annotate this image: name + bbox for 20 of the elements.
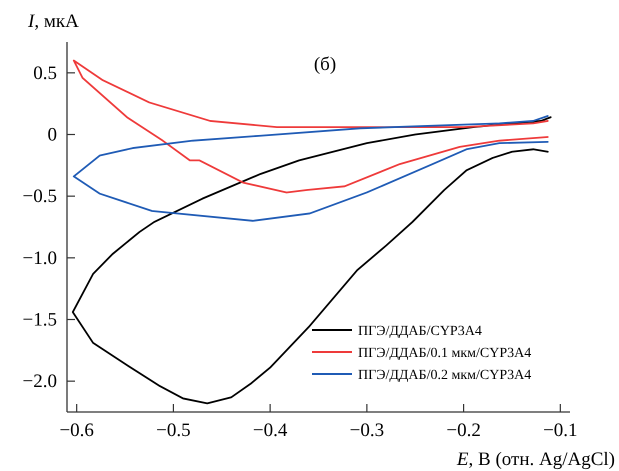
legend-label: ПГЭ/ДДАБ/0.1 мкм/CYP3A4	[358, 346, 532, 361]
text: (б)	[314, 54, 336, 75]
line-series	[72, 115, 549, 222]
y-tick-label: −2.0	[22, 371, 57, 392]
y-axis-title: I, мкА	[27, 11, 80, 32]
x-tick-label: −0.2	[446, 420, 481, 441]
x-tick-label: −0.4	[252, 420, 288, 441]
x-tick-label: −0.1	[543, 420, 578, 441]
y-tick-label: 0.5	[33, 62, 57, 84]
x-axis-title: E, В (отн. Ag/AgCl)	[456, 449, 615, 470]
y-tick-label: −1.0	[22, 248, 57, 269]
y-tick-label: −1.5	[22, 310, 57, 330]
x-tick-label: −0.5	[156, 420, 191, 441]
x-tick-label: −0.6	[59, 420, 94, 441]
y-tick-label: 0	[48, 124, 57, 146]
y-tick-label: −0.5	[22, 186, 57, 208]
legend-label: ПГЭ/ДДАБ/0.2 мкм/CYP3A4	[358, 368, 532, 383]
legend-label: ПГЭ/ДДАБ/CYP3A4	[358, 324, 482, 339]
x-tick-label: −0.3	[350, 420, 384, 441]
line-series	[72, 116, 552, 404]
